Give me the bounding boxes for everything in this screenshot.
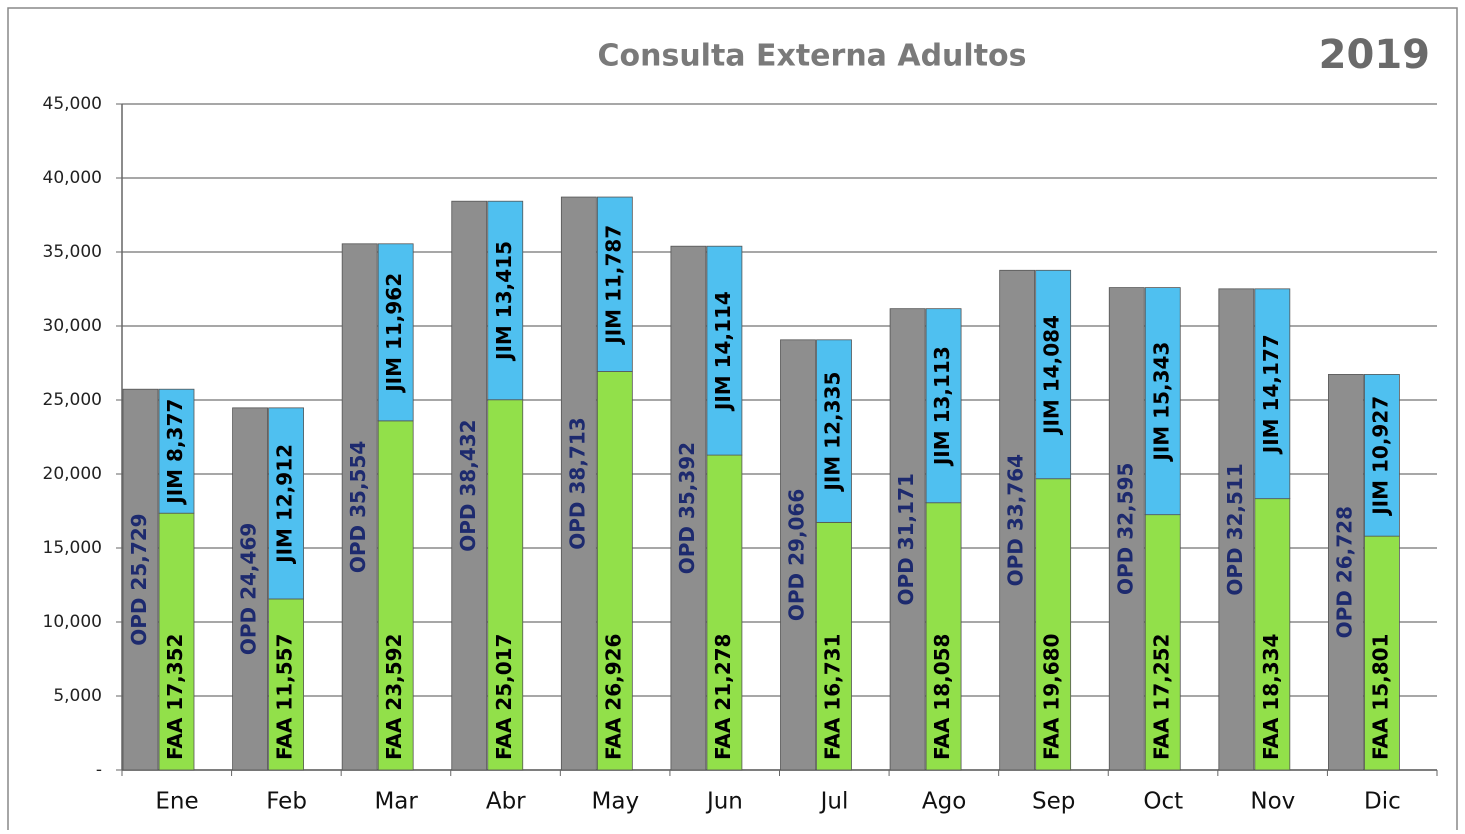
data-label: FAA 11,557 [273,634,297,760]
data-label: FAA 19,680 [1040,634,1064,760]
x-tick-label: Ago [922,789,966,815]
bar [1254,288,1291,500]
data-label: OPD 35,392 [675,442,699,574]
data-label: JIM 10,927 [1368,396,1392,517]
bar [706,245,743,456]
x-tick-label: Abr [486,789,526,815]
bar [999,269,1036,771]
data-label: OPD 26,728 [1332,506,1356,638]
x-tick-label: Feb [266,789,307,815]
x-tick-label: Oct [1143,789,1183,815]
y-tick-label: 35,000 [43,242,102,262]
data-label: FAA 21,278 [711,634,735,760]
data-label: FAA 16,731 [821,634,845,760]
data-label: OPD 32,511 [1223,463,1247,595]
x-tick-label: May [592,789,640,815]
x-tick-label: Mar [374,789,418,815]
bar [596,196,633,372]
data-label: OPD 38,713 [565,417,589,549]
y-tick-label: 25,000 [43,390,102,410]
chart-title: Consulta Externa Adultos [597,39,1026,74]
data-label: FAA 18,334 [1259,634,1283,760]
y-tick-label: 15,000 [43,538,102,558]
data-label: OPD 29,066 [785,489,809,621]
data-label: FAA 18,058 [930,634,954,760]
bar [158,512,195,771]
data-label: FAA 15,801 [1368,634,1392,760]
y-tick-label: 20,000 [43,464,102,484]
bar [451,200,488,771]
bar [1218,288,1255,771]
data-label: JIM 15,343 [1149,342,1173,463]
data-label: JIM 12,335 [821,372,845,493]
bar [816,339,852,523]
data-label: FAA 26,926 [601,634,625,760]
bar [1035,269,1072,480]
bar [341,243,378,771]
data-label: OPD 25,729 [127,513,151,645]
data-label: OPD 33,764 [1004,454,1028,586]
y-tick-label: 30,000 [43,316,102,336]
x-tick-label: Jun [705,789,743,815]
data-label: JIM 14,084 [1040,315,1064,436]
data-label: JIM 14,177 [1259,334,1283,455]
data-label: OPD 38,432 [456,419,480,551]
bar [268,598,304,771]
data-label: FAA 17,252 [1149,634,1173,760]
bar [1035,478,1072,771]
data-label: JIM 13,113 [930,346,954,467]
data-label: FAA 17,352 [163,634,187,760]
bar [1144,287,1181,516]
x-tick-label: Ene [155,789,198,815]
chart-subtitle: 2019 [1319,32,1430,78]
bar [487,399,524,771]
y-tick-label: - [96,760,102,780]
y-tick-label: 5,000 [53,686,102,706]
bar [268,407,304,600]
frame [7,7,1458,834]
bar [377,243,414,422]
data-label: FAA 25,017 [492,634,516,760]
bar [1328,374,1364,771]
bar [670,245,707,771]
bar [487,200,524,401]
data-label: OPD 24,469 [237,523,261,655]
bar [816,521,852,771]
data-label: JIM 12,912 [273,444,297,565]
x-tick-label: Jul [819,789,849,815]
data-label: JIM 14,114 [711,291,735,412]
bar [780,339,816,771]
bar [232,407,268,771]
data-label: OPD 35,554 [346,441,370,573]
bar [925,308,962,504]
data-label: JIM 11,787 [601,225,625,346]
bar [596,371,633,771]
bar [1364,535,1400,771]
bar [706,454,743,771]
bar [158,388,195,514]
bar [889,308,926,771]
x-tick-label: Nov [1250,789,1295,815]
bar [1144,514,1181,771]
data-label: JIM 8,377 [163,399,187,506]
bar [1364,374,1400,537]
x-tick-label: Sep [1032,789,1075,815]
bar [560,196,597,771]
data-label: OPD 32,595 [1113,463,1137,595]
y-tick-label: 10,000 [43,612,102,632]
bar [1108,287,1145,771]
y-tick-label: 45,000 [43,94,102,114]
y-tick-label: 40,000 [43,168,102,188]
data-label: FAA 23,592 [382,634,406,760]
x-tick-label: Dic [1364,789,1401,815]
data-label: OPD 31,171 [894,473,918,605]
data-label: JIM 13,415 [492,241,516,362]
data-label: JIM 11,962 [382,273,406,394]
bar [925,502,962,771]
bar [122,388,159,771]
